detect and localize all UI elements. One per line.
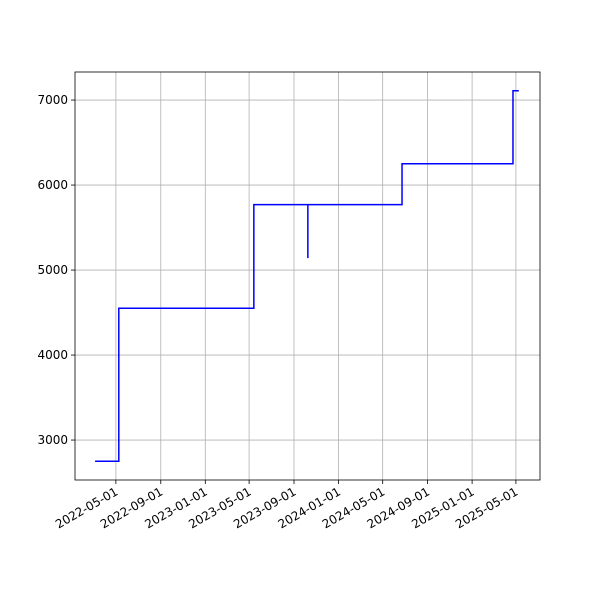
- y-tick-label: 4000: [37, 348, 68, 362]
- y-tick-label: 7000: [37, 93, 68, 107]
- data-line: [95, 89, 519, 463]
- plot-frame: [74, 71, 541, 481]
- y-tick-label: 5000: [37, 263, 68, 277]
- y-tick-label: 6000: [37, 178, 68, 192]
- y-tick-label: 3000: [37, 433, 68, 447]
